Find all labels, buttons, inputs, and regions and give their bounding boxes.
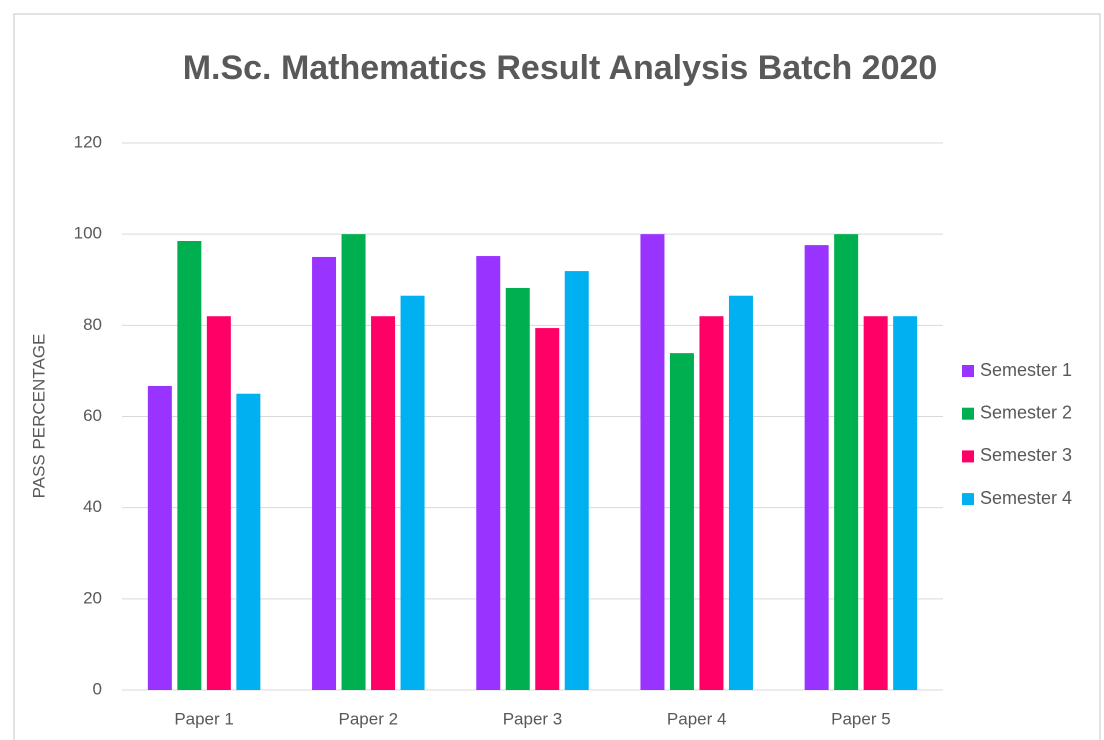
bar	[147, 385, 172, 690]
bar	[177, 241, 202, 691]
y-tick-label: 40	[83, 497, 102, 516]
legend-swatch	[962, 450, 974, 463]
y-tick-label: 120	[74, 132, 102, 151]
y-tick-label: 60	[83, 406, 102, 425]
legend-label: Semester 3	[980, 445, 1072, 465]
bar	[669, 353, 694, 690]
legend-swatch	[962, 365, 974, 377]
bar	[371, 316, 396, 690]
bar	[564, 271, 589, 690]
bar	[728, 295, 753, 690]
bar	[893, 316, 918, 690]
x-tick-label: Paper 4	[667, 709, 727, 728]
bar	[699, 316, 724, 690]
y-axis-label: PASS PERCENTAGE	[29, 334, 48, 499]
y-tick-label: 80	[83, 315, 102, 334]
bar	[476, 256, 501, 690]
bar	[804, 245, 829, 690]
bar	[341, 234, 366, 690]
legend-label: Semester 1	[980, 360, 1072, 380]
legend-swatch	[962, 493, 974, 506]
x-tick-label: Paper 1	[174, 709, 234, 728]
legend-label: Semester 4	[980, 488, 1072, 508]
legend-swatch	[962, 407, 974, 420]
bar	[834, 234, 859, 690]
legend-label: Semester 2	[980, 402, 1072, 422]
x-tick-label: Paper 3	[503, 709, 563, 728]
x-tick-label: Paper 5	[831, 709, 891, 728]
bar	[236, 393, 261, 690]
y-tick-label: 0	[93, 679, 102, 698]
bar	[640, 234, 665, 690]
bar	[535, 328, 560, 690]
bar	[206, 316, 231, 690]
bar	[863, 316, 888, 690]
bar	[312, 256, 337, 690]
bar	[505, 287, 530, 690]
y-tick-label: 20	[83, 588, 102, 607]
y-tick-label: 100	[74, 224, 102, 243]
chart-title: M.Sc. Mathematics Result Analysis Batch …	[183, 49, 938, 87]
bar	[400, 295, 425, 690]
x-tick-label: Paper 2	[339, 709, 399, 728]
